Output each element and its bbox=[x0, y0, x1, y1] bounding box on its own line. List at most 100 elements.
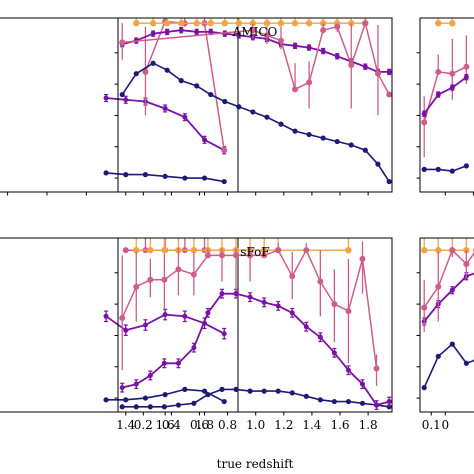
series-purple bbox=[103, 93, 227, 155]
data-point bbox=[103, 397, 109, 403]
data-point bbox=[275, 247, 282, 254]
data-point bbox=[345, 308, 352, 315]
data-point bbox=[133, 20, 140, 27]
data-point bbox=[320, 27, 327, 34]
data-point bbox=[373, 365, 380, 372]
data-point bbox=[348, 61, 355, 68]
data-point bbox=[303, 247, 310, 254]
data-point bbox=[435, 283, 442, 290]
panel-left-bottom: 1.4 1.6 1.8 bbox=[0, 237, 239, 432]
data-point bbox=[264, 114, 270, 120]
data-point bbox=[275, 388, 281, 394]
series-purple bbox=[421, 73, 469, 117]
data-point bbox=[249, 27, 256, 34]
data-point bbox=[163, 20, 171, 27]
data-point bbox=[334, 23, 341, 30]
data-point bbox=[317, 334, 323, 340]
panel-frame bbox=[117, 17, 393, 193]
data-point bbox=[208, 91, 214, 98]
series-purple bbox=[421, 271, 474, 326]
data-point bbox=[263, 20, 271, 27]
data-point bbox=[289, 390, 295, 396]
panel-middle-bottom: 0.2 0.4 0.6 0.8 1.0 1.2 1.4 1.6 1.8 sFoF bbox=[114, 237, 393, 432]
data-point bbox=[277, 20, 285, 27]
data-point bbox=[292, 86, 299, 93]
data-point bbox=[123, 327, 129, 333]
data-point bbox=[221, 398, 227, 405]
data-point bbox=[305, 20, 313, 27]
data-point bbox=[190, 246, 198, 254]
data-point bbox=[374, 402, 380, 408]
x-tick-label: 0.6 bbox=[190, 418, 209, 432]
panel-left-top bbox=[0, 17, 239, 196]
data-point bbox=[449, 85, 455, 91]
panel-frame bbox=[0, 237, 239, 413]
data-point bbox=[261, 299, 267, 305]
panel-title: sFoF bbox=[240, 245, 269, 259]
series-navy bbox=[119, 386, 392, 410]
data-point bbox=[147, 404, 153, 410]
data-point bbox=[201, 388, 208, 394]
data-point bbox=[119, 39, 126, 46]
data-point bbox=[306, 79, 313, 86]
data-point bbox=[236, 32, 242, 38]
series-navy bbox=[103, 170, 227, 185]
data-point bbox=[449, 70, 456, 77]
data-point bbox=[261, 252, 268, 259]
data-point bbox=[292, 128, 298, 134]
data-point bbox=[161, 404, 167, 410]
data-point bbox=[182, 175, 188, 181]
series-pink bbox=[119, 18, 392, 116]
data-point bbox=[161, 246, 168, 254]
data-point bbox=[142, 322, 148, 328]
data-point bbox=[421, 119, 428, 126]
data-point bbox=[119, 385, 125, 391]
data-point bbox=[150, 31, 156, 37]
data-point bbox=[175, 266, 182, 273]
data-point bbox=[277, 37, 284, 44]
data-point bbox=[386, 178, 392, 185]
data-point bbox=[182, 114, 188, 120]
data-point bbox=[202, 137, 208, 143]
x-tick-label: 1.8 bbox=[195, 418, 214, 432]
data-point bbox=[348, 20, 355, 27]
data-point bbox=[147, 246, 154, 254]
panel-title: AMICO bbox=[232, 25, 278, 39]
x-tick-label: 1.6 bbox=[156, 418, 175, 432]
data-point bbox=[362, 147, 368, 153]
series-line-purple bbox=[423, 76, 467, 115]
data-point bbox=[334, 138, 340, 145]
data-point bbox=[435, 68, 442, 75]
panel-frame bbox=[419, 17, 474, 193]
series-line-navy bbox=[121, 62, 390, 183]
data-point bbox=[463, 261, 470, 268]
data-point bbox=[263, 32, 270, 39]
data-point bbox=[182, 313, 188, 319]
series-navy bbox=[421, 341, 474, 391]
data-point bbox=[205, 392, 211, 398]
data-point bbox=[247, 252, 254, 259]
data-point bbox=[247, 294, 253, 300]
data-point bbox=[133, 71, 139, 77]
series-orange bbox=[435, 18, 456, 27]
data-point bbox=[221, 147, 228, 154]
data-point bbox=[362, 20, 369, 27]
data-point bbox=[233, 291, 239, 297]
data-point bbox=[421, 111, 427, 117]
series-line-pink bbox=[121, 249, 378, 369]
data-point bbox=[221, 20, 228, 27]
data-point bbox=[421, 246, 428, 254]
series-pink bbox=[122, 238, 208, 254]
x-tick-label: 0.4 bbox=[162, 418, 181, 432]
data-point bbox=[435, 166, 441, 172]
series-line-navy bbox=[122, 388, 390, 408]
data-point bbox=[362, 64, 368, 70]
data-point bbox=[119, 315, 126, 322]
data-point bbox=[306, 131, 312, 138]
data-point bbox=[149, 20, 157, 27]
data-point bbox=[463, 163, 469, 169]
data-point bbox=[435, 20, 442, 27]
data-point bbox=[374, 70, 381, 77]
data-point bbox=[162, 173, 168, 179]
data-point bbox=[150, 60, 156, 66]
